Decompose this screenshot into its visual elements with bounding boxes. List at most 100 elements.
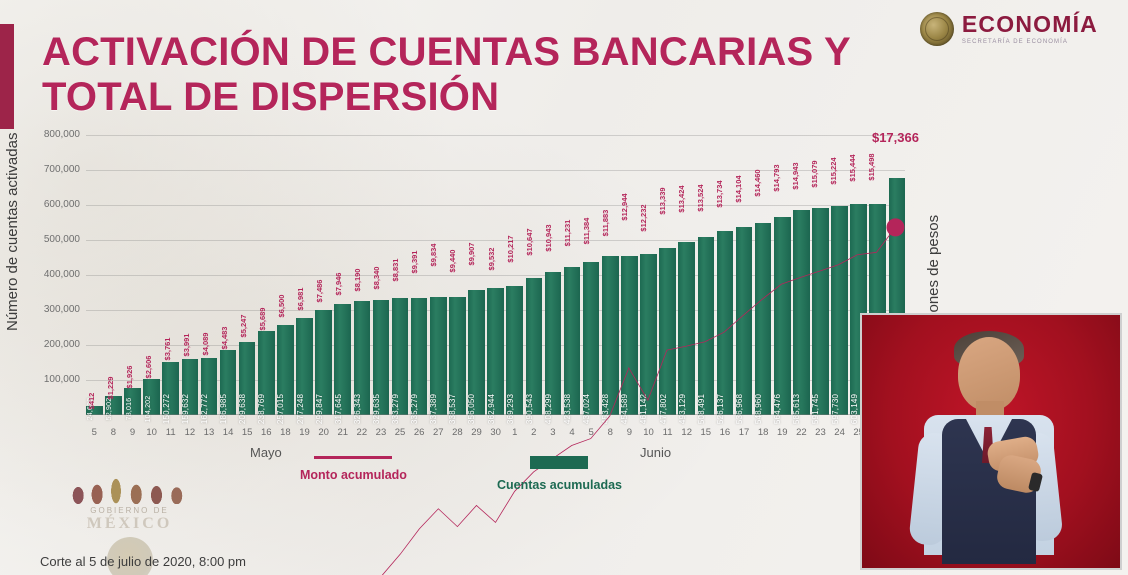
amount-value-label: $11,384 (581, 217, 591, 245)
bar-column: 585,613 (792, 135, 810, 424)
bar: 209,638 (238, 341, 256, 424)
bar: 257,015 (276, 325, 294, 424)
x-axis-tick-label: 22 (796, 427, 807, 438)
amount-value-label: $6,981 (296, 287, 306, 311)
x-axis-tick-label: 13 (203, 427, 215, 438)
bar-column: 508,491 (697, 135, 715, 424)
amount-value-label: $2,606 (143, 355, 153, 379)
plot-area: 24,633 52,902 78,016 104,202 150,272 159,632 1… (86, 130, 919, 424)
amount-value-label: $8,190 (353, 268, 363, 292)
line-end-marker (886, 218, 905, 237)
amount-value-label: $13,524 (696, 184, 705, 212)
amount-value-label: $4,483 (219, 326, 229, 350)
bar-column: 362,944 (487, 135, 504, 424)
gridline (86, 240, 905, 241)
bar: 78,016 (124, 387, 141, 420)
bar: 238,769 (257, 331, 275, 424)
amount-value-label: $9,834 (429, 243, 439, 267)
gridline (86, 275, 905, 276)
bar-column: 333,279 (391, 135, 409, 424)
bar-column: 437,024 (582, 135, 600, 424)
x-axis-tick-label: 11 (662, 427, 673, 438)
accounts-dispersion-chart: Número de cuentas activadas millones de … (0, 129, 1000, 500)
bar-column: 591,745 (811, 135, 829, 424)
x-axis-tick-label: 25 (394, 427, 406, 438)
bar: 526,137 (716, 230, 734, 424)
y-axis-tick-label: 700,000 (43, 164, 80, 175)
x-axis-tick-label: 8 (607, 427, 613, 438)
line-path (96, 227, 896, 575)
x-axis-tick-label: 20 (318, 427, 329, 438)
page-title: ACTIVACIÓN DE CUENTAS BANCARIAS Y TOTAL … (42, 30, 851, 119)
final-amount-label: $17,366 (871, 129, 919, 145)
x-axis-ticks: 5 8 9 10 11 12 13 14 15 16 18 19 20 21 22 23 25 26 27 28 29 3… (86, 427, 905, 438)
amount-value-label: $15,498 (867, 153, 877, 181)
bar: 508,491 (697, 237, 715, 424)
sign-language-interpreter-video[interactable] (860, 313, 1122, 570)
x-axis-tick-label: 10 (146, 427, 157, 438)
bar: 326,343 (353, 300, 371, 424)
bar: 335,279 (410, 297, 428, 424)
amount-value-label: $1,926 (124, 365, 134, 389)
legend-item-monto: Monto acumulado (300, 456, 407, 482)
bar: 591,745 (811, 207, 829, 424)
bar-series: 24,633 52,902 78,016 104,202 150,272 159,632 1… (86, 135, 906, 424)
bar-column: 317,645 (334, 135, 352, 424)
bar: 337,389 (429, 296, 447, 424)
legend-item-cuentas: Cuentas acumuladas (497, 456, 622, 492)
x-axis-tick-label: 3 (550, 427, 556, 438)
amount-value-label: $13,734 (715, 180, 725, 208)
bar: 104,202 (143, 378, 160, 422)
amount-value-label: $8,340 (372, 266, 382, 290)
amount-value-label: $7,486 (315, 279, 325, 303)
legend-box-marker (530, 456, 589, 469)
x-axis-tick-label: 29 (471, 427, 482, 438)
month-label-mayo: Mayo (250, 445, 282, 460)
bar-column: 408,299 (544, 135, 562, 424)
x-axis-tick-label: 28 (452, 427, 463, 438)
x-axis-tick-label: 10 (643, 427, 654, 438)
bar: 453,428 (601, 256, 619, 424)
amount-value-label: $15,444 (848, 154, 858, 182)
x-axis-tick-label: 9 (129, 427, 136, 438)
y-axis-tick-label: 100,000 (43, 374, 80, 385)
bar: 333,279 (391, 298, 409, 424)
bar-column: 338,537 (448, 135, 466, 424)
amount-value-label: $11,883 (600, 209, 610, 237)
x-axis-tick-label: 12 (681, 427, 692, 438)
bar-column: 257,015 (276, 135, 294, 424)
bar: 186,985 (219, 349, 237, 424)
month-label-junio: Junio (640, 445, 672, 460)
amount-value-label: $13,339 (657, 186, 667, 215)
y-axis-tick-label: 200,000 (43, 339, 80, 350)
bar-column: 277,248 (296, 135, 313, 424)
mexican-coat-of-arms-icon (919, 12, 954, 46)
bar-column: 526,137 (716, 135, 734, 424)
bar-column: 209,638 (238, 135, 256, 424)
amount-value-label: $14,943 (791, 162, 801, 190)
bar: 477,802 (659, 247, 676, 424)
x-axis-tick-label: 2 (531, 427, 537, 438)
amount-value-label: $9,907 (467, 242, 477, 266)
bar-column: 477,802 (659, 135, 676, 424)
bar-column: 238,769 (257, 135, 275, 424)
x-axis-tick-label: 27 (432, 427, 444, 438)
y-axis-tick-label: 800,000 (43, 129, 80, 140)
legend-label-monto: Monto acumulado (300, 468, 407, 482)
x-axis-tick-label: 9 (626, 427, 633, 438)
amount-value-label: $13,424 (676, 185, 686, 213)
gridline (86, 205, 905, 206)
x-axis-tick-label: 4 (569, 427, 575, 438)
bar-column: 186,985 (219, 135, 237, 424)
bar: 24,633 (86, 398, 103, 420)
bar: 493,129 (678, 242, 695, 424)
logo-subtitle: SECRETARÍA DE ECONOMÍA (961, 39, 1068, 45)
amount-value-label: $6,500 (276, 294, 286, 318)
bar: 52,902 (105, 396, 122, 420)
amount-value-label: $14,104 (734, 175, 744, 203)
x-axis-tick-label: 22 (356, 427, 368, 438)
bar: 369,293 (506, 285, 524, 424)
amount-value-label: $8,831 (391, 258, 401, 282)
amount-value-label: $3,991 (181, 333, 191, 357)
